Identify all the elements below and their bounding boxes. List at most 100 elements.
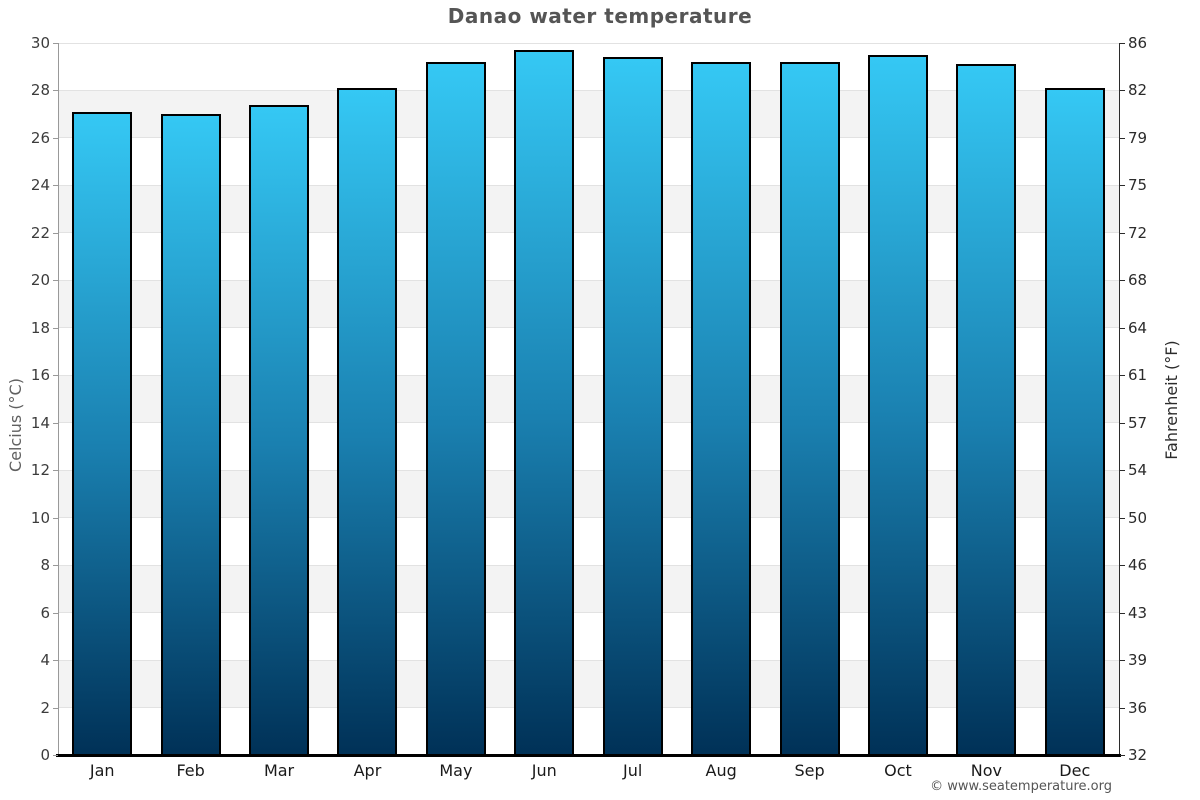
ytick-mark-right (1120, 375, 1125, 377)
bar-slot-jan (58, 43, 146, 755)
xtick-month-oct: Oct (884, 761, 912, 780)
y-axis-right-title: Fahrenheit (°F) (1162, 340, 1181, 460)
ytick-celsius-10: 10 (30, 508, 50, 527)
ytick-celsius-2: 2 (40, 698, 50, 717)
bar-slot-may (412, 43, 500, 755)
bar-slot-aug (677, 43, 765, 755)
xtick-month-apr: Apr (353, 761, 382, 780)
bar-series (58, 43, 1119, 755)
ytick-mark-right (1120, 612, 1125, 614)
ytick-mark-right (1120, 707, 1125, 709)
ytick-mark-left (53, 375, 58, 377)
xtick-month-jul: Jul (623, 761, 643, 780)
gridline-22c (58, 232, 1119, 234)
gridline-12c (58, 469, 1119, 471)
bar-oct (868, 54, 928, 755)
ytick-mark-right (1120, 755, 1125, 756)
ytick-mark-left (53, 90, 58, 92)
bar-slot-mar (235, 43, 323, 755)
ytick-celsius-22: 22 (30, 223, 50, 242)
xtick-month-jun: Jun (531, 761, 557, 780)
bar-slot-feb (146, 43, 234, 755)
gridline-30c (58, 42, 1119, 44)
gridline-16c (58, 374, 1119, 376)
bar-apr (337, 88, 398, 755)
xtick-month-mar: Mar (263, 761, 295, 780)
gridline-18c (58, 327, 1119, 329)
copyright-attribution: © www.seatemperature.org (930, 779, 1112, 794)
ytick-fahrenheit-72: 72 (1128, 223, 1148, 242)
xtick-month-nov: Nov (970, 761, 1002, 780)
xtick-month-jan: Jan (89, 761, 115, 780)
gridline-8c (58, 564, 1119, 566)
ytick-celsius-30: 30 (30, 34, 50, 52)
xtick-month-sep: Sep (794, 761, 825, 780)
ytick-fahrenheit-75: 75 (1128, 176, 1148, 195)
bar-sep (779, 62, 840, 755)
ytick-mark-left (53, 280, 58, 282)
gridline-4c (58, 659, 1119, 661)
gridline-28c (58, 89, 1119, 91)
ytick-mark-left (53, 707, 58, 709)
ytick-mark-right (1120, 327, 1125, 329)
ytick-mark-left (53, 470, 58, 472)
ytick-mark-left (53, 422, 58, 424)
ytick-fahrenheit-39: 39 (1128, 651, 1148, 670)
ytick-fahrenheit-54: 54 (1128, 461, 1148, 480)
ytick-celsius-8: 8 (40, 556, 50, 575)
bar-nov (956, 64, 1017, 755)
xtick-month-dec: Dec (1059, 761, 1091, 780)
gridline-20c (58, 279, 1119, 281)
x-axis-line (56, 754, 1121, 757)
ytick-mark-right (1120, 660, 1125, 662)
y-axis-left-title: Celcius (°C) (6, 378, 25, 472)
ytick-celsius-12: 12 (30, 461, 50, 480)
y-axis-left-line (58, 43, 59, 755)
ytick-fahrenheit-36: 36 (1128, 698, 1148, 717)
ytick-mark-left (53, 565, 58, 567)
y-axis-right-line (1119, 43, 1120, 755)
xtick-month-feb: Feb (176, 761, 205, 780)
bar-slot-jun (500, 43, 588, 755)
ytick-celsius-4: 4 (40, 651, 50, 670)
bar-slot-apr (323, 43, 411, 755)
ytick-mark-right (1120, 137, 1125, 139)
ytick-celsius-26: 26 (30, 128, 50, 147)
ytick-mark-right (1120, 90, 1125, 92)
bar-mar (249, 104, 310, 755)
ytick-mark-left (53, 755, 58, 756)
ytick-fahrenheit-82: 82 (1128, 81, 1148, 100)
bar-jan (72, 111, 133, 755)
ytick-fahrenheit-32: 32 (1128, 746, 1148, 764)
ytick-mark-left (53, 43, 58, 44)
ytick-celsius-20: 20 (30, 271, 50, 290)
chart-title: Danao water temperature (447, 4, 753, 28)
ytick-mark-right (1120, 517, 1125, 519)
ytick-fahrenheit-61: 61 (1128, 366, 1148, 385)
ytick-mark-left (53, 660, 58, 662)
plot-area (58, 42, 1119, 755)
gridline-2c (58, 707, 1119, 709)
bar-slot-dec (1031, 43, 1119, 755)
ytick-mark-right (1120, 185, 1125, 187)
bar-slot-sep (765, 43, 853, 755)
ytick-fahrenheit-68: 68 (1128, 271, 1148, 290)
ytick-celsius-6: 6 (40, 603, 50, 622)
ytick-fahrenheit-43: 43 (1128, 603, 1148, 622)
ytick-fahrenheit-50: 50 (1128, 508, 1148, 527)
ytick-mark-left (53, 517, 58, 519)
bar-feb (160, 114, 221, 755)
bar-dec (1044, 88, 1105, 755)
bar-jul (602, 57, 663, 755)
gridline-10c (58, 517, 1119, 519)
ytick-mark-right (1120, 422, 1125, 424)
ytick-fahrenheit-86: 86 (1128, 34, 1148, 52)
ytick-mark-right (1120, 280, 1125, 282)
ytick-fahrenheit-79: 79 (1128, 128, 1148, 147)
gridline-6c (58, 612, 1119, 614)
gridline-14c (58, 422, 1119, 424)
ytick-celsius-24: 24 (30, 176, 50, 195)
xtick-month-aug: Aug (705, 761, 737, 780)
ytick-mark-left (53, 612, 58, 614)
